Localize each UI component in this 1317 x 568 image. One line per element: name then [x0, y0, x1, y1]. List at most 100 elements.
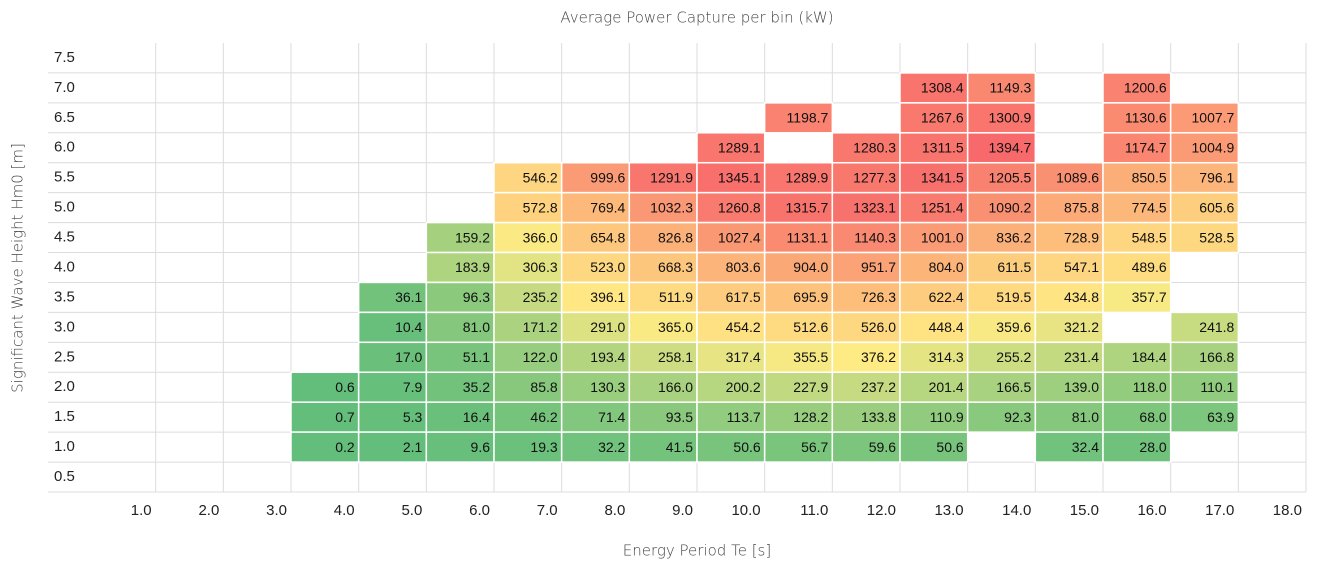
heat-cell [763, 102, 834, 134]
cell-label: 81.0 [463, 319, 490, 335]
heat-cell [560, 431, 631, 463]
heat-cell [560, 281, 631, 314]
cell-label: 547.1 [1064, 259, 1099, 275]
heat-cell [493, 371, 563, 403]
cell-label: 1140.3 [854, 229, 896, 245]
heat-cell [1034, 221, 1104, 254]
x-tick-label: 18.0 [1273, 502, 1302, 519]
x-tick-label: 14.0 [1002, 502, 1031, 519]
cell-label: 128.2 [793, 409, 828, 425]
heat-cell [966, 161, 1037, 194]
heat-cell [763, 251, 834, 284]
cell-label: 1251.4 [921, 199, 964, 215]
cell-label: 1032.3 [650, 199, 693, 215]
cell-label: 1394.7 [989, 139, 1032, 155]
heat-cell [493, 401, 563, 433]
heat-cell [696, 401, 766, 433]
y-tick-label: 0.5 [54, 468, 75, 485]
heat-cell [628, 251, 698, 284]
y-axis-title: Significant Wave Height Hm0 [m] [9, 143, 27, 393]
heat-cell [1102, 401, 1172, 433]
heat-cell [357, 281, 428, 314]
cells: 1308.4 1149.3 1200.6 1198.7 1267.6 1300.9 1130… [290, 72, 1240, 463]
cell-label: 1004.9 [1192, 139, 1235, 155]
x-tick-label: 10.0 [731, 502, 760, 519]
cell-label: 357.7 [1132, 289, 1167, 305]
cell-label: 32.2 [598, 439, 625, 455]
cell-label: 51.1 [463, 349, 490, 365]
y-tick-label: 6.0 [54, 139, 75, 156]
cell-label: 1027.4 [718, 229, 761, 245]
heat-cell [357, 431, 428, 463]
cell-label: 46.2 [530, 409, 557, 425]
heat-cell [696, 281, 766, 314]
cell-label: 695.9 [793, 289, 828, 305]
cell-label: 9.6 [471, 439, 491, 455]
cell-label: 321.2 [1064, 319, 1099, 335]
cell-label: 548.5 [1132, 229, 1167, 245]
cell-label: 1291.9 [650, 169, 693, 185]
x-tick-label: 8.0 [604, 502, 625, 519]
cell-label: 512.6 [793, 319, 828, 335]
cell-label: 769.4 [590, 199, 625, 215]
cell-label: 366.0 [523, 229, 558, 245]
x-tick-label: 4.0 [334, 502, 355, 519]
cell-label: 122.0 [523, 349, 558, 365]
cell-label: 227.9 [793, 379, 828, 395]
cell-label: 904.0 [793, 259, 828, 275]
heat-cell [1102, 251, 1172, 284]
heat-cell [966, 132, 1037, 164]
heat-cell [899, 132, 969, 164]
cell-label: 355.5 [793, 349, 828, 365]
cell-label: 1311.5 [922, 139, 964, 155]
cell-label: 1308.4 [921, 80, 964, 96]
cell-label: 826.8 [658, 229, 693, 245]
x-tick-label: 5.0 [401, 502, 422, 519]
cell-label: 16.4 [463, 409, 490, 425]
heat-cell [966, 102, 1037, 134]
cell-label: 17.0 [395, 349, 422, 365]
cell-label: 200.2 [726, 379, 761, 395]
cell-label: 365.0 [658, 319, 693, 335]
heat-cell [899, 251, 969, 284]
heat-cell [899, 102, 969, 134]
cell-label: 92.3 [1004, 409, 1031, 425]
cell-label: 1315.7 [786, 199, 829, 215]
heat-cell [1102, 281, 1172, 314]
cell-label: 1089.6 [1056, 169, 1099, 185]
x-tick-label: 16.0 [1137, 502, 1166, 519]
cell-label: 376.2 [861, 349, 896, 365]
cell-label: 81.0 [1072, 409, 1099, 425]
cell-label: 1341.5 [921, 169, 964, 185]
y-tick-label: 4.5 [54, 229, 75, 246]
heat-cell [493, 191, 563, 224]
x-tick-label: 9.0 [672, 502, 693, 519]
cell-label: 36.1 [395, 289, 422, 305]
heat-cell [899, 281, 969, 314]
cell-label: 1345.1 [718, 169, 761, 185]
heat-cell [493, 251, 563, 284]
cell-label: 434.8 [1064, 289, 1099, 305]
cell-label: 850.5 [1132, 169, 1167, 185]
heat-cell [763, 341, 834, 374]
cell-label: 1090.2 [989, 199, 1032, 215]
y-tick-label: 3.5 [54, 288, 75, 305]
heat-cell [1169, 221, 1240, 254]
heat-cell [696, 311, 766, 344]
y-tick-label: 2.5 [54, 348, 75, 365]
heat-cell [1169, 401, 1240, 433]
x-tick-label: 2.0 [198, 502, 219, 519]
cell-label: 314.3 [929, 349, 964, 365]
cell-label: 1174.7 [1125, 139, 1167, 155]
cell-label: 166.0 [658, 379, 693, 395]
cell-label: 317.4 [726, 349, 761, 365]
cell-label: 1300.9 [989, 110, 1032, 126]
cell-label: 489.6 [1132, 259, 1167, 275]
heat-cell [696, 431, 766, 463]
x-tick-label: 7.0 [537, 502, 558, 519]
cell-label: 68.0 [1139, 409, 1166, 425]
cell-label: 113.7 [727, 409, 761, 425]
cell-label: 50.6 [936, 439, 963, 455]
heat-cell [1169, 191, 1240, 224]
